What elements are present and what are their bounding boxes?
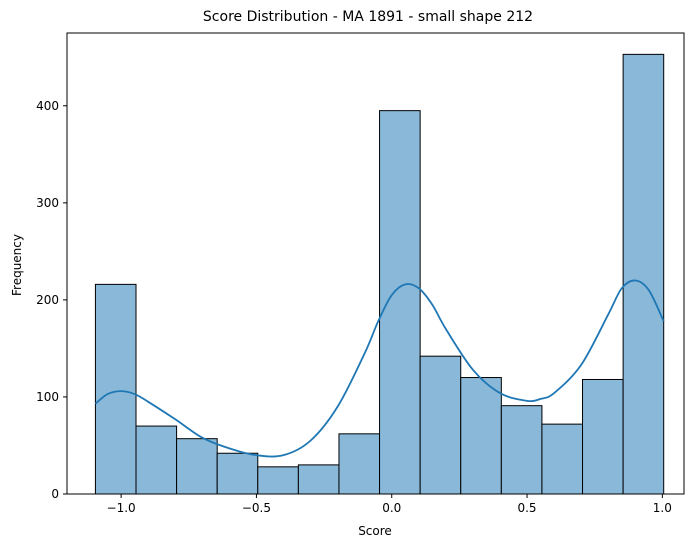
histogram-bar-6 (338, 433, 381, 495)
x-tick-label-0: −1.0 (107, 501, 136, 515)
x-axis-label: Score (358, 524, 392, 538)
histogram-bar-3 (216, 452, 259, 495)
x-axis: −1.0 −0.5 0.0 0.5 1.0 (107, 494, 672, 515)
x-tick-label-3: 0.5 (517, 501, 536, 515)
y-tick-label-2: 200 (36, 293, 59, 307)
histogram-bar-1 (135, 425, 178, 495)
histogram-bar-4 (257, 466, 299, 495)
x-tick-label-2: 0.0 (382, 501, 401, 515)
histogram-bar-5 (297, 464, 340, 495)
chart-title: Score Distribution - MA 1891 - small sha… (203, 9, 533, 25)
histogram-bar-12 (582, 378, 624, 495)
histogram-bar-11 (541, 423, 584, 495)
y-tick-label-4: 400 (36, 99, 59, 113)
kde-curve (94, 279, 665, 458)
histogram-bar-7 (379, 110, 421, 495)
histogram-bars (94, 53, 665, 495)
histogram-bar-13 (622, 53, 665, 495)
histogram-bar-9 (460, 377, 502, 495)
x-tick-label-1: −0.5 (242, 501, 271, 515)
plot-area (94, 53, 665, 495)
histogram-bar-0 (94, 283, 137, 495)
plot-frame (66, 32, 685, 495)
y-tick-label-0: 0 (51, 487, 59, 501)
y-tick-label-3: 300 (36, 196, 59, 210)
y-axis: 0 100 200 300 400 (36, 99, 67, 501)
histogram-bar-10 (500, 405, 543, 495)
y-tick-label-1: 100 (36, 390, 59, 404)
x-tick-label-4: 1.0 (653, 501, 672, 515)
y-axis-label: Frequency (10, 234, 24, 296)
histogram-bar-8 (419, 355, 462, 495)
histogram-bar-2 (176, 438, 218, 495)
